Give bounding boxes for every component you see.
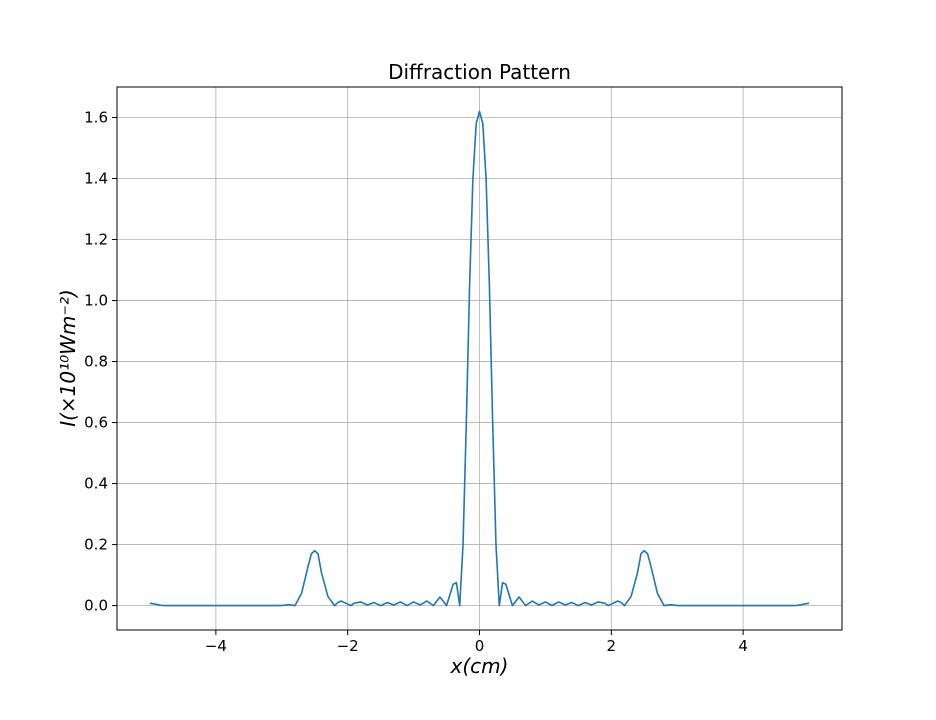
y-tick-label: 0.0 — [84, 597, 108, 615]
y-axis-ticks: 0.0 0.2 0.4 0.6 0.8 1.0 1.2 1.4 1.6 — [84, 109, 117, 615]
y-tick-label: 0.6 — [84, 414, 108, 432]
y-tick-label: 0.4 — [84, 475, 108, 493]
x-tick-label: 2 — [607, 637, 617, 655]
x-axis-label: x(cm) — [450, 654, 509, 678]
chart-title: Diffraction Pattern — [388, 60, 571, 84]
y-tick-label: 1.0 — [84, 292, 108, 310]
x-tick-label: 0 — [475, 637, 485, 655]
grid-lines — [117, 87, 842, 630]
x-tick-label: −4 — [205, 637, 227, 655]
y-tick-label: 0.8 — [84, 353, 108, 371]
y-axis-label: I(×10¹⁰Wm⁻²) — [56, 289, 80, 427]
series-line — [149, 110, 810, 607]
y-tick-label: 0.2 — [84, 536, 108, 554]
y-tick-label: 1.4 — [84, 170, 108, 188]
x-tick-label: 4 — [738, 637, 748, 655]
y-tick-label: 1.2 — [84, 231, 108, 249]
x-tick-label: −2 — [337, 637, 359, 655]
x-axis-ticks: −4 −2 0 2 4 — [205, 630, 748, 655]
y-tick-label: 1.6 — [84, 109, 108, 127]
